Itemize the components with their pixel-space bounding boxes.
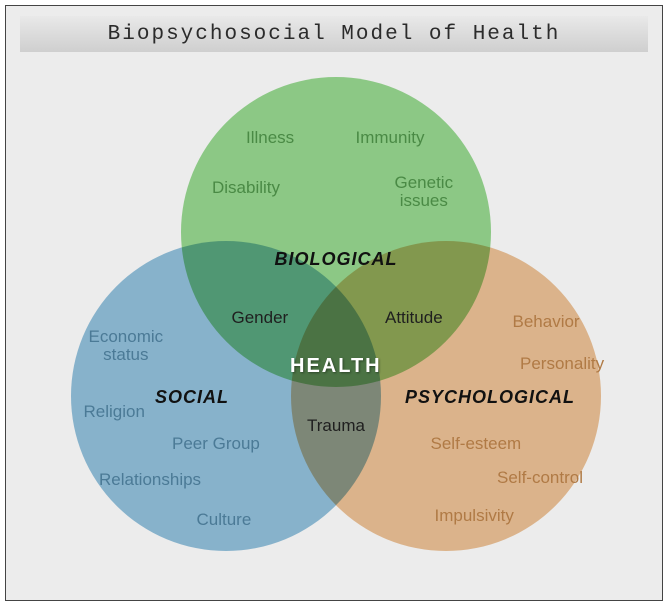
item-social-0: Economic status [89, 328, 164, 365]
item-biological-1: Immunity [356, 129, 425, 148]
item-biological-0: Illness [246, 129, 294, 148]
item-social-2: Peer Group [172, 435, 260, 454]
overlap-label-social_psych: Trauma [307, 417, 365, 436]
overlap-label-bio_psych: Attitude [385, 309, 443, 328]
category-label-psychological: PSYCHOLOGICAL [405, 388, 575, 408]
category-label-biological: BIOLOGICAL [275, 250, 398, 270]
item-psychological-3: Self-control [497, 469, 583, 488]
item-biological-3: Genetic issues [395, 174, 454, 211]
item-psychological-0: Behavior [513, 313, 580, 332]
venn-stage: BIOLOGICAL SOCIAL PSYCHOLOGICAL HEALTH Gende… [6, 56, 662, 600]
item-social-1: Religion [84, 403, 145, 422]
diagram-frame: Biopsychosocial Model of Health BIOLOGIC… [5, 5, 663, 601]
item-social-4: Culture [197, 511, 252, 530]
title-text: Biopsychosocial Model of Health [108, 23, 561, 46]
overlap-label-bio_social: Gender [232, 309, 289, 328]
item-biological-2: Disability [212, 179, 280, 198]
item-psychological-4: Impulsivity [435, 507, 514, 526]
center-label: HEALTH [290, 355, 382, 377]
item-psychological-2: Self-esteem [431, 435, 522, 454]
category-label-social: SOCIAL [155, 388, 229, 408]
item-social-3: Relationships [99, 471, 201, 490]
item-psychological-1: Personality [520, 355, 604, 374]
title-bar: Biopsychosocial Model of Health [20, 16, 648, 52]
